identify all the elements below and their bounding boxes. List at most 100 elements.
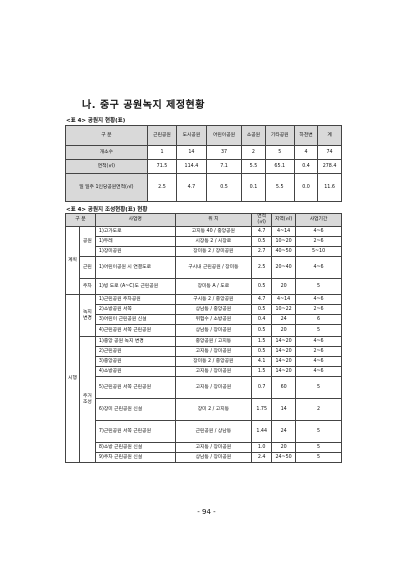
t2-cell: 2.7 — [251, 246, 273, 257]
t2-cell: 2.4 — [251, 452, 273, 463]
t2-cell: 5 — [295, 420, 342, 443]
table-park-status: 구 분 근린공원 도시공원 어린이공원 소공원 기타공원 하천변 계 개소수 1… — [65, 125, 342, 202]
t2-cell: 6 — [295, 314, 342, 325]
t1-cell: 4 — [293, 145, 319, 160]
t1-cell: 37 — [205, 145, 243, 160]
t2-cell: 5 — [295, 324, 342, 337]
t2-cell: 0.5 — [251, 346, 273, 357]
t2-cell: 4~6 — [295, 294, 342, 305]
t1-cell: 5.5 — [264, 173, 295, 202]
t2-cell: 9)주차 근린공원 신설 — [94, 452, 176, 463]
t2-header: 사업기간 — [295, 213, 342, 227]
t2-cell: 20~40 — [271, 256, 297, 279]
t2-cell: 4.7 — [251, 294, 273, 305]
t2-cell: 시장동 2 / 시장로 — [174, 236, 253, 247]
t2-subgroup: 주거조성 — [78, 336, 96, 463]
t1-header: 근린공원 — [146, 125, 178, 146]
t1-cell: 5 — [264, 145, 295, 160]
t2-cell: 60 — [271, 376, 297, 399]
table-row: 1)장미공원 장미동 2 / 장미공원 2.7 40~50 5~10 — [66, 246, 342, 257]
t2-cell: 4~6 — [295, 366, 342, 377]
table-row: 1)두레 시장동 2 / 시장로 0.5 10~20 2~6 — [66, 236, 342, 247]
t2-cell: 상남동 / 장미공원 — [174, 324, 253, 337]
t2-cell: 40~50 — [271, 246, 297, 257]
t2-cell: 고지동 / 장미공원 — [174, 376, 253, 399]
t2-cell: 5 — [295, 376, 342, 399]
table-row: 근린 1)어린이공원 시 연결도로 구시내 근린공원 / 장미동 2.5 20~… — [66, 256, 342, 279]
t2-cell: 장미 2 / 고지동 — [174, 398, 253, 421]
t2-cell: 4)근린공원 서쪽 근린공원 — [94, 324, 176, 337]
t2-subgroup: 주차 — [78, 278, 96, 295]
t2-cell: 4.7 — [251, 226, 273, 237]
t2-cell: 1)근린공원 주차공원 — [94, 294, 176, 305]
table-row: 주차 1)빙 도로 (A~C)도 근린공원 장미동 A / 도로 0.5 20 … — [66, 278, 342, 295]
table-park-development: 구 분 사업명 위 치 면적(㎡) 지역(㎡) 사업기간 계획 공원 1)고가도… — [65, 213, 342, 463]
t2-cell: 장미동 2 / 장미공원 — [174, 246, 253, 257]
t2-cell: 2.5 — [251, 256, 273, 279]
t2-cell: 4~6 — [295, 356, 342, 367]
t2-cell: 1)고가도로 — [94, 226, 176, 237]
t2-group: 시행 — [65, 294, 80, 463]
t2-cell: 2 — [295, 398, 342, 421]
t1-cell: 일 일주 1인당공원면적(㎡) — [65, 173, 148, 202]
t2-cell: 4.1 — [251, 356, 273, 367]
t2-cell: 3)중앙공원 — [94, 356, 176, 367]
t2-cell: 2~6 — [295, 236, 342, 247]
table-row: 면적(㎡) 71.5 114.4 7.1 5.5 65.1 0.4 278.4 — [65, 159, 342, 174]
t2-cell: 1)두레 — [94, 236, 176, 247]
t2-cell: 1)빙 도로 (A~C)도 근린공원 — [94, 278, 176, 295]
t2-cell: 4~6 — [295, 226, 342, 237]
t2-cell: 근린공원 / 상남동 — [174, 420, 253, 443]
t2-cell: 24 — [271, 420, 297, 443]
t2-cell: 장미동 2 / 중앙공원 — [174, 356, 253, 367]
table-row: 주거조성 1)중앙 공원 녹지 변경 중앙공원 / 고지동 1.5 14~20 … — [66, 336, 342, 463]
t2-cell: 7)근린공원 서쪽 근린공원 — [94, 420, 176, 443]
t2-subgroup: 공원 — [78, 226, 96, 257]
t1-cell: 0.1 — [241, 173, 266, 202]
t2-cell: 24~50 — [271, 452, 297, 463]
t1-cell: 0.0 — [293, 173, 319, 202]
t2-cell: 1)어린이공원 시 연결도로 — [94, 256, 176, 279]
t2-cell: 0.5 — [251, 278, 273, 295]
t2-cell: 4)소방공원 — [94, 366, 176, 377]
t2-subgroup: 근린 — [78, 256, 96, 279]
t2-cell: 고지동 / 장미공원 — [174, 346, 253, 357]
table-row: 시행 녹지변경 1)근린공원 주차공원 구시동 2 / 중앙공원 4.7 4~1… — [65, 294, 342, 463]
t2-cell: 0.5 — [251, 304, 273, 315]
t2-cell: 4~14 — [271, 226, 297, 237]
table-row: 9)주차 근린공원 신설 상남동 / 장미공원 2.4 24~50 5 — [66, 452, 342, 463]
t2-cell: 고지동 / 장미공원 — [174, 442, 253, 453]
t1-cell: 0.5 — [205, 173, 243, 202]
t1-cell: 1 — [146, 145, 178, 160]
t1-cell: 2 — [241, 145, 266, 160]
t1-header: 소공원 — [241, 125, 266, 146]
t2-cell: 4~14 — [271, 294, 297, 305]
t2-cell: 20 — [271, 442, 297, 453]
t2-cell: 0.5 — [251, 324, 273, 337]
table-row: 7)근린공원 서쪽 근린공원 근린공원 / 상남동 1.44 24 5 — [66, 420, 342, 443]
t1-header: 하천변 — [293, 125, 319, 146]
t2-cell: 2~6 — [295, 346, 342, 357]
t2-cell: 위험수 / 소방공원 — [174, 314, 253, 325]
t2-cell: 상남동 / 중앙공원 — [174, 304, 253, 315]
t2-header: 지역(㎡) — [271, 213, 297, 227]
t2-cell: 8)소방 근린공원 신설 — [94, 442, 176, 453]
t2-subgroup: 녹지변경 — [78, 294, 96, 337]
t2-cell: 고지동 40 / 중앙공원 — [174, 226, 253, 237]
table-row: 2)소방공원 서쪽 상남동 / 중앙공원 0.5 10~22 2~6 — [66, 304, 342, 315]
table-row: 3)중앙공원 장미동 2 / 중앙공원 4.1 14~20 4~6 — [66, 356, 342, 367]
t1-cell: 4.7 — [176, 173, 207, 202]
section-title: 나. 중구 공원녹지 제정현황 — [82, 100, 205, 111]
t2-cell: 1.0 — [251, 442, 273, 453]
t2-cell: 0.4 — [251, 314, 273, 325]
t1-cell: 74 — [317, 145, 342, 160]
t2-cell: 10~20 — [271, 236, 297, 247]
table-row: 5)근린공원 서쪽 근린공원 고지동 / 장미공원 0.7 60 5 — [66, 376, 342, 399]
t2-cell: 1.5 — [251, 336, 273, 347]
t1-cell: 11.6 — [317, 173, 342, 202]
t2-cell: 5 — [295, 442, 342, 453]
t2-cell: 5)근린공원 서쪽 근린공원 — [94, 376, 176, 399]
t2-cell: 20 — [271, 278, 297, 295]
table-row: 6)장미 근린공원 신설 장미 2 / 고지동 1.75 14 2 — [66, 398, 342, 421]
t2-cell: 2)소방공원 서쪽 — [94, 304, 176, 315]
